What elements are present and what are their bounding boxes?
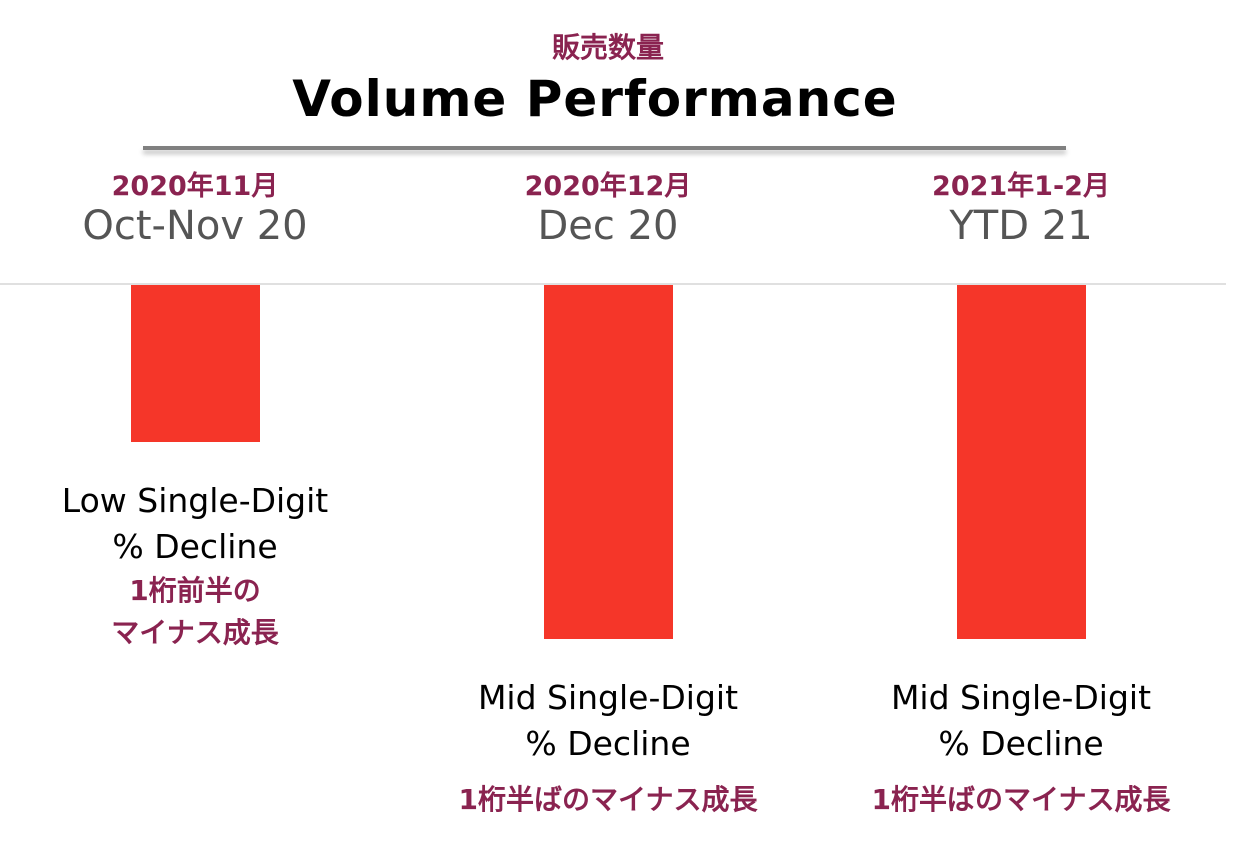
data-label-jp: 1桁前半の (129, 574, 261, 608)
category-header: 2021年1-2月 YTD 21 (811, 170, 1231, 248)
category-label-jp: 2021年1-2月 (932, 171, 1110, 202)
category-label: Oct-Nov 20 (82, 203, 308, 249)
zero-baseline (0, 283, 1226, 285)
data-label-en: % Decline (112, 527, 278, 567)
category-label-jp: 2020年11月 (111, 171, 279, 202)
data-label-jp: マイナス成長 (111, 616, 279, 650)
category-label: YTD 21 (949, 203, 1093, 249)
data-label-en: Mid Single-Digit (890, 678, 1152, 718)
bar (130, 285, 260, 443)
category-header: 2020年11月 Oct-Nov 20 (0, 170, 405, 248)
bar (956, 285, 1086, 640)
bar (543, 285, 673, 640)
category-label-jp: 2020年12月 (524, 171, 692, 202)
data-label-en: Low Single-Digit (61, 481, 329, 521)
data-label-en: % Decline (938, 724, 1104, 764)
data-label-en: % Decline (525, 724, 691, 764)
data-label-en: Mid Single-Digit (477, 678, 739, 718)
data-label: Mid Single-Digit % Decline 1桁半ばのマイナス成長 (398, 675, 818, 821)
data-label-jp: 1桁半ばのマイナス成長 (458, 783, 758, 817)
category-label: Dec 20 (537, 203, 679, 249)
category-header: 2020年12月 Dec 20 (398, 170, 818, 248)
data-label-jp: 1桁半ばのマイナス成長 (871, 783, 1171, 817)
data-label: Low Single-Digit % Decline 1桁前半のマイナス成長 (0, 478, 405, 654)
data-label: Mid Single-Digit % Decline 1桁半ばのマイナス成長 (811, 675, 1231, 821)
chart-title: Volume Performance (292, 70, 898, 128)
chart-subtitle: 販売数量 (551, 31, 664, 64)
title-divider (143, 146, 1066, 150)
